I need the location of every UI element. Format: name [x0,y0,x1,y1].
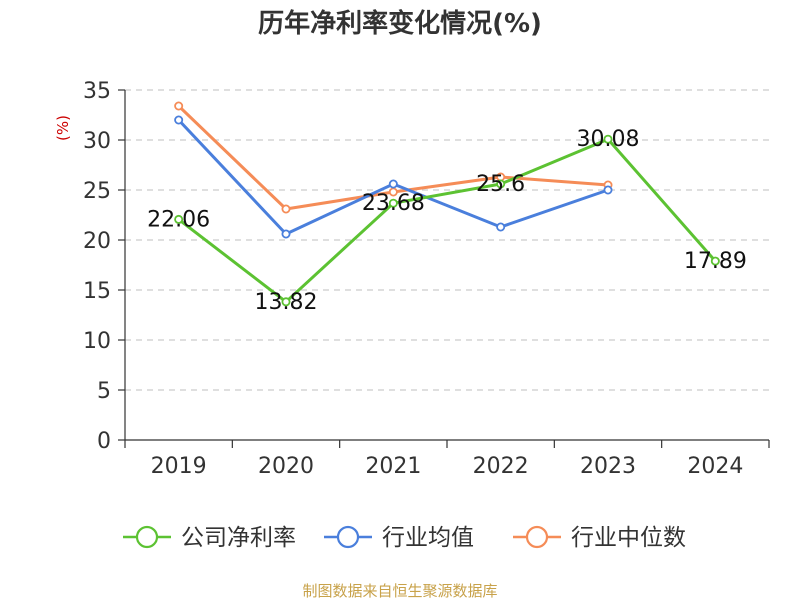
data-point [281,297,291,307]
legend-label: 行业中位数 [571,525,686,551]
data-point [496,222,506,232]
y-tick-label: 5 [97,379,111,404]
y-tick-label: 20 [83,229,111,254]
series-lines [174,101,720,307]
x-tick-labels: 2019 2020 2021 2022 2023 2024 [151,454,744,479]
x-tick-label: 2024 [687,454,743,479]
legend-marker [525,525,549,549]
x-tick-label: 2019 [151,454,207,479]
y-tick-label: 25 [83,179,111,204]
legend-item[interactable]: 行业中位数 [513,525,686,551]
y-axis-label: (%) [54,115,72,141]
data-label: 30.08 [577,127,640,152]
x-tick-label: 2021 [365,454,421,479]
data-point [388,179,398,189]
data-label: 17.89 [684,249,747,274]
data-point [603,134,613,144]
legend-marker [336,525,360,549]
y-tick-label: 10 [83,329,111,354]
series-line [177,137,717,304]
y-tick-label: 30 [83,129,111,154]
data-label: 23.68 [362,191,425,216]
source-note: 制图数据来自恒生聚源数据库 [302,582,497,600]
data-point [603,185,613,195]
y-tick-label: 0 [97,429,111,454]
data-point [496,179,506,189]
chart-title: 历年净利率变化情况(%) [258,8,542,39]
data-labels: 22.06 13.82 23.68 25.6 30.08 17.89 [147,127,747,315]
x-tick-label: 2023 [580,454,636,479]
data-point [281,229,291,239]
y-tick-labels: 0 5 10 15 20 25 30 35 [83,79,111,454]
axes [118,89,770,448]
data-point [174,115,184,125]
legend-label: 行业均值 [382,525,474,551]
x-tick-label: 2020 [258,454,314,479]
legend-label: 公司净利率 [181,525,296,551]
data-label: 13.82 [255,290,318,315]
legend[interactable]: 公司净利率 行业均值 行业中位数 [123,525,686,551]
data-point [281,204,291,214]
legend-item[interactable]: 行业均值 [324,525,474,551]
data-point [174,101,184,111]
data-point [388,198,398,208]
gridlines [125,89,769,391]
x-tick-label: 2022 [473,454,529,479]
y-tick-label: 15 [83,279,111,304]
data-label: 22.06 [147,207,210,232]
legend-item[interactable]: 公司净利率 [123,525,296,551]
legend-marker [135,525,159,549]
series-line [177,118,609,236]
data-label: 25.6 [476,172,525,197]
data-point [174,214,184,224]
y-tick-label: 35 [83,79,111,104]
data-point [710,256,720,266]
